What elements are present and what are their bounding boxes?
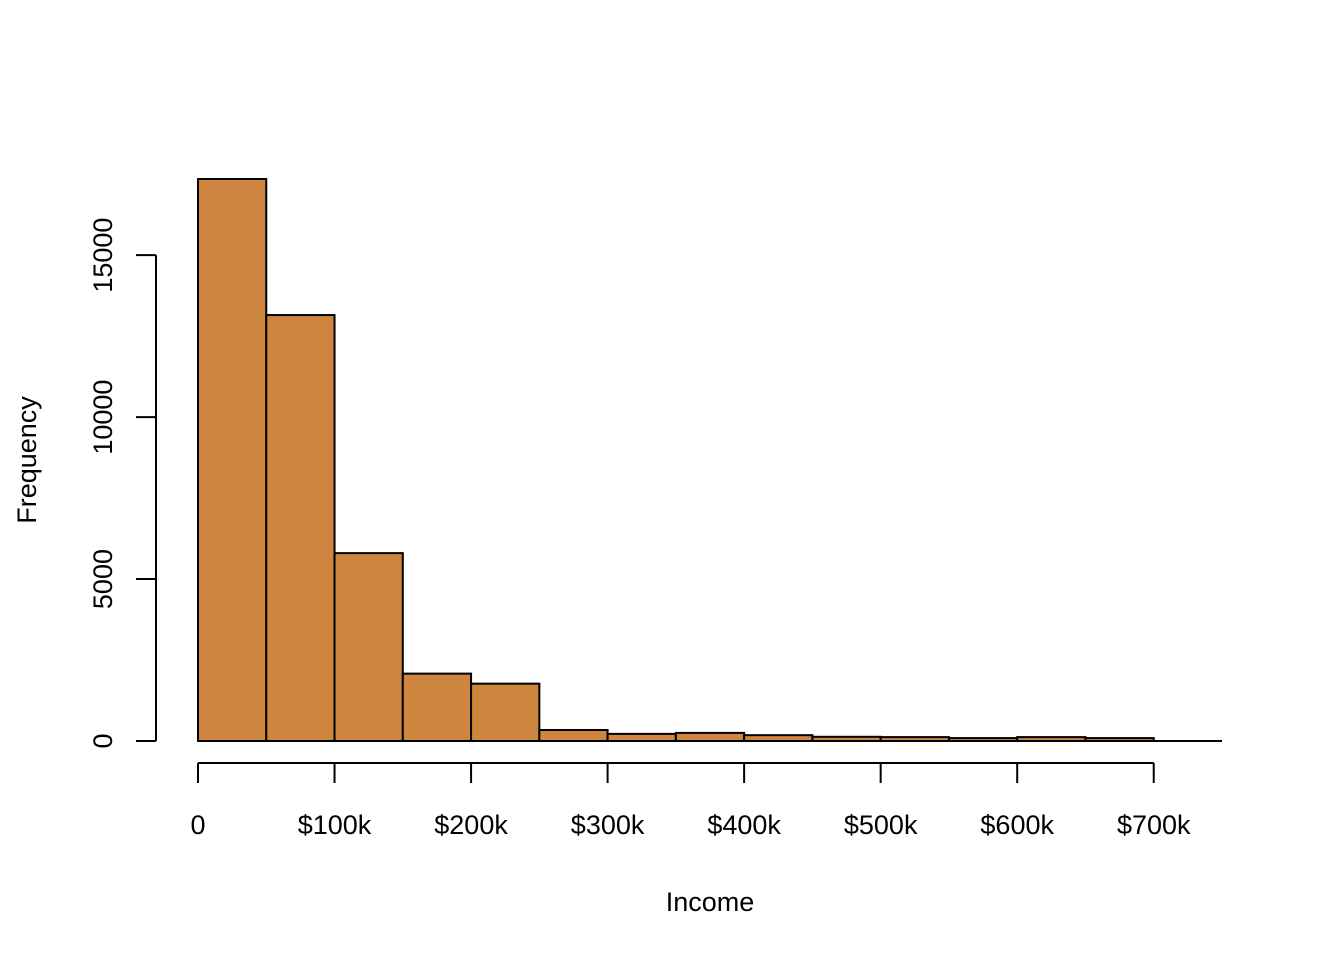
histogram-bar-7 xyxy=(606,732,677,743)
histogram-bar-2 xyxy=(265,314,336,742)
histogram-bar-5 xyxy=(470,682,541,742)
x-tick-label-8: $700k xyxy=(1117,810,1191,840)
x-tick-label-7: $600k xyxy=(980,810,1054,840)
x-axis-title: Income xyxy=(666,887,755,917)
histogram-bar-4 xyxy=(401,672,473,742)
y-tick-label-1: 0 xyxy=(88,733,118,748)
x-tick-label-5: $400k xyxy=(707,810,781,840)
x-axis: 0 $100k $200k $300k $400k $500k $600k $700k xyxy=(190,762,1191,840)
x-tick-label-4: $300k xyxy=(571,810,645,840)
y-tick-label-2: 5000 xyxy=(88,549,118,609)
x-tick-label-2: $100k xyxy=(298,810,372,840)
y-tick-label-3: 10000 xyxy=(88,380,118,455)
y-axis: 0 5000 10000 15000 xyxy=(88,218,157,749)
histogram-bars xyxy=(197,178,1155,743)
x-tick-label-6: $500k xyxy=(844,810,918,840)
x-tick-label-1: 0 xyxy=(190,810,205,840)
y-tick-label-4: 15000 xyxy=(88,218,118,293)
y-axis-title: Frequency xyxy=(12,396,42,524)
histogram-bar-3 xyxy=(333,552,404,743)
histogram-bar-8 xyxy=(674,731,746,743)
x-tick-label-3: $200k xyxy=(434,810,508,840)
histogram-bar-1 xyxy=(197,178,268,742)
histogram-bar-6 xyxy=(538,728,609,743)
